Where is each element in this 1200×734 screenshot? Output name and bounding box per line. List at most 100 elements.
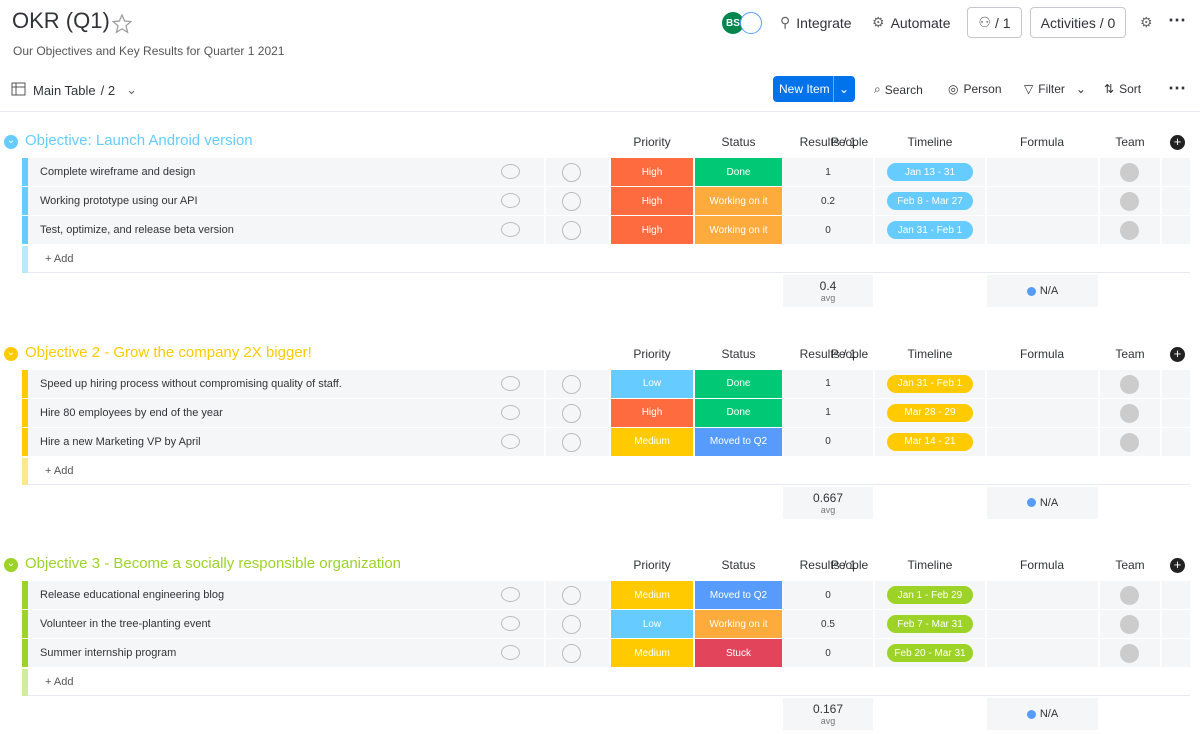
person-button[interactable]: ◎ Person (948, 82, 1002, 96)
item-name[interactable]: Release educational engineering blog (40, 589, 225, 601)
status-label[interactable]: Stuck (695, 639, 782, 667)
status-label[interactable]: Done (695, 369, 782, 398)
people-icon[interactable] (562, 221, 581, 240)
team-icon[interactable] (1120, 192, 1139, 211)
team-icon[interactable] (1120, 403, 1139, 423)
add-column[interactable]: + (1170, 346, 1185, 362)
team-icon[interactable] (1120, 586, 1139, 605)
status-label[interactable]: Moved to Q2 (695, 581, 782, 609)
people-icon[interactable] (562, 403, 581, 423)
add-item[interactable]: + Add (45, 253, 74, 265)
timeline-pill[interactable]: Feb 7 - Mar 31 (887, 615, 973, 633)
star-icon[interactable] (112, 14, 132, 34)
status-label[interactable]: Done (695, 158, 782, 186)
team-icon[interactable] (1120, 221, 1139, 240)
priority-label[interactable]: High (611, 216, 693, 244)
results-cell[interactable]: 1 (783, 398, 873, 427)
results-cell[interactable]: 0 (783, 639, 873, 667)
item-name[interactable]: Speed up hiring process without compromi… (40, 377, 342, 390)
timeline-pill[interactable]: Feb 8 - Mar 27 (887, 192, 973, 210)
comment-icon[interactable] (501, 404, 520, 420)
timeline-pill[interactable]: Jan 1 - Feb 29 (887, 586, 973, 604)
filter-button[interactable]: ▽ Filter ⌄ (1024, 82, 1086, 96)
item-name[interactable]: Hire 80 employees by end of the year (40, 406, 223, 419)
comment-icon[interactable] (501, 645, 520, 660)
results-cell[interactable]: 1 (783, 369, 873, 398)
team-icon[interactable] (1120, 163, 1139, 182)
sort-button[interactable]: ⇅ Sort (1104, 82, 1142, 96)
timeline-pill[interactable]: Mar 14 - 21 (887, 432, 973, 451)
item-name[interactable]: Working prototype using our API (40, 195, 198, 207)
group-title[interactable]: Objective 2 - Grow the company 2X bigger… (25, 343, 312, 361)
comment-icon[interactable] (501, 164, 520, 179)
settings-icon[interactable]: ⚙ (1140, 14, 1153, 30)
new-item-button[interactable]: New Item ⌄ (773, 76, 855, 102)
members-button[interactable]: ⚇/ 1 (967, 7, 1022, 38)
priority-label[interactable]: Medium (611, 581, 693, 609)
item-name[interactable]: Hire a new Marketing VP by April (40, 435, 201, 448)
more-menu[interactable]: ⋯ (1168, 10, 1186, 30)
view-selector[interactable]: Main Table/ 2 ⌄ (33, 82, 138, 98)
priority-label[interactable]: Medium (611, 427, 693, 456)
priority-label[interactable]: High (611, 158, 693, 186)
comment-icon[interactable] (501, 193, 520, 208)
group-title[interactable]: Objective 3 - Become a socially responsi… (25, 555, 402, 572)
comment-icon[interactable] (501, 616, 520, 631)
search-button[interactable]: ⌕ Search (874, 82, 923, 97)
status-label[interactable]: Moved to Q2 (695, 427, 782, 456)
results-cell[interactable]: 0 (783, 581, 873, 609)
toolbar-more[interactable]: ⋯ (1168, 78, 1186, 98)
team-icon[interactable] (1120, 432, 1139, 452)
people-icon[interactable] (562, 615, 581, 634)
timeline-pill[interactable]: Feb 20 - Mar 31 (887, 644, 973, 662)
results-cell[interactable]: 0 (783, 216, 873, 244)
add-item[interactable]: + Add (45, 676, 74, 688)
timeline-pill[interactable]: Jan 13 - 31 (887, 163, 973, 181)
timeline-pill[interactable]: Jan 31 - Feb 1 (887, 374, 973, 393)
avatar[interactable]: BS (722, 12, 744, 34)
status-label[interactable]: Working on it (695, 216, 782, 244)
team-icon[interactable] (1120, 374, 1139, 394)
comment-icon[interactable] (501, 222, 520, 237)
people-icon[interactable] (562, 192, 581, 211)
group-toggle[interactable]: ⌄ (4, 135, 18, 149)
timeline-pill[interactable]: Jan 31 - Feb 1 (887, 221, 973, 239)
people-icon[interactable] (562, 374, 581, 394)
item-name[interactable]: Summer internship program (40, 647, 177, 659)
priority-label[interactable]: Low (611, 369, 693, 398)
people-icon[interactable] (562, 644, 581, 663)
priority-label[interactable]: High (611, 187, 693, 215)
people-icon[interactable] (562, 163, 581, 182)
add-column[interactable]: + (1170, 558, 1185, 573)
item-name[interactable]: Volunteer in the tree-planting event (40, 618, 211, 630)
priority-label[interactable]: Medium (611, 639, 693, 667)
priority-label[interactable]: Low (611, 610, 693, 638)
results-cell[interactable]: 0.5 (783, 610, 873, 638)
add-item[interactable]: + Add (45, 464, 74, 477)
priority-label[interactable]: High (611, 398, 693, 427)
group-toggle[interactable]: ⌄ (4, 558, 18, 572)
comment-icon[interactable] (501, 587, 520, 602)
status-label[interactable]: Done (695, 398, 782, 427)
item-name[interactable]: Complete wireframe and design (40, 166, 196, 178)
group-toggle[interactable]: ⌄ (4, 346, 18, 361)
timeline-pill[interactable]: Mar 28 - 29 (887, 403, 973, 422)
comment-icon[interactable] (501, 375, 520, 391)
people-icon[interactable] (562, 586, 581, 605)
integrate-button[interactable]: ⚲ Integrate (780, 14, 852, 31)
team-icon[interactable] (1120, 644, 1139, 663)
activities-button[interactable]: Activities / 0 (1030, 7, 1126, 38)
comment-icon[interactable] (501, 433, 520, 449)
results-cell[interactable]: 1 (783, 158, 873, 186)
results-cell[interactable]: 0.2 (783, 187, 873, 215)
automate-button[interactable]: ⚙ Automate (872, 14, 951, 31)
results-cell[interactable]: 0 (783, 427, 873, 456)
divider (0, 111, 1200, 112)
status-label[interactable]: Working on it (695, 187, 782, 215)
status-label[interactable]: Working on it (695, 610, 782, 638)
group-title[interactable]: Objective: Launch Android version (25, 132, 253, 149)
item-name[interactable]: Test, optimize, and release beta version (40, 224, 234, 236)
team-icon[interactable] (1120, 615, 1139, 634)
add-column[interactable]: + (1170, 135, 1185, 150)
people-icon[interactable] (562, 432, 581, 452)
